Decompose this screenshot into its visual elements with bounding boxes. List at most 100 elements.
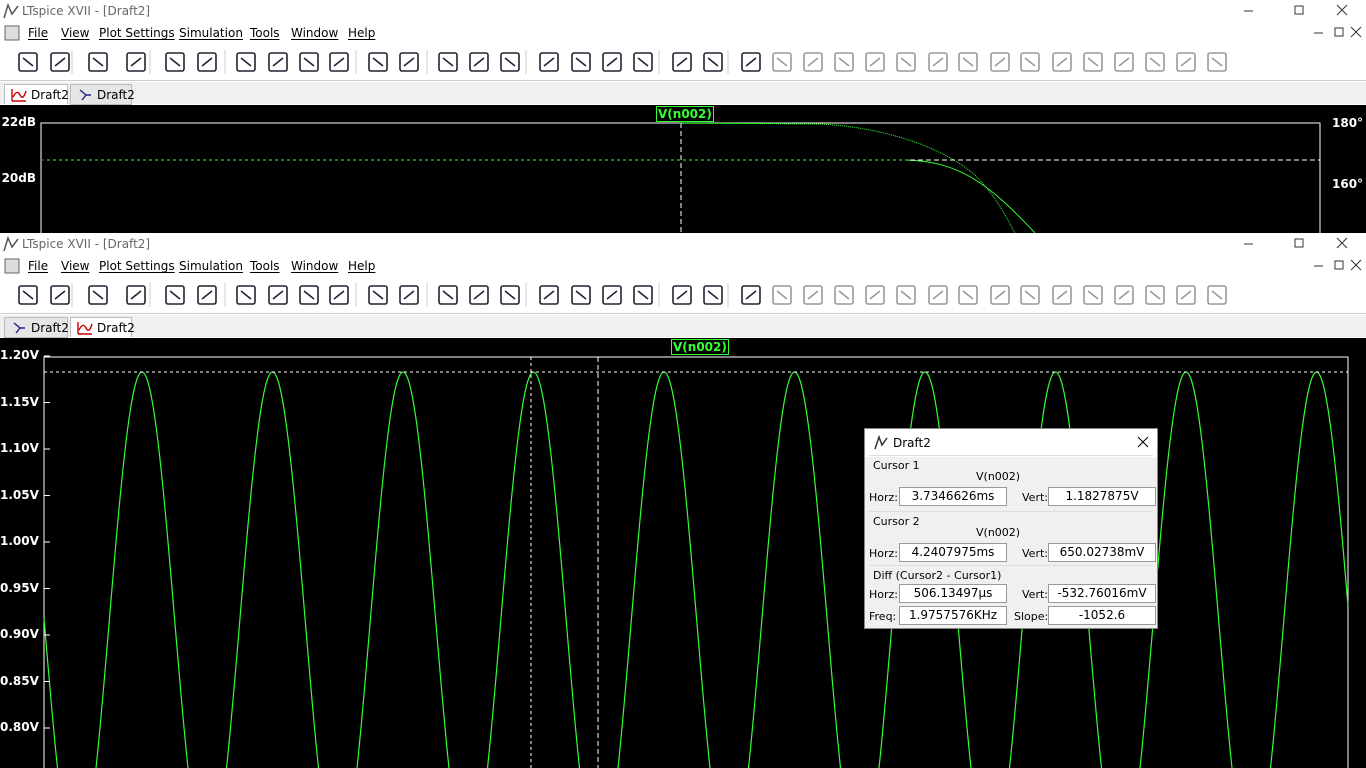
toolbar-button[interactable] — [88, 52, 108, 72]
menu-item[interactable]: Simulation — [179, 259, 243, 273]
toolbar-button[interactable] — [928, 285, 948, 305]
close-button[interactable] — [1336, 4, 1348, 16]
toolbar-button[interactable] — [329, 52, 349, 72]
menu-item[interactable]: Plot Settings — [99, 259, 175, 273]
toolbar-button[interactable] — [1176, 52, 1196, 72]
toolbar-button[interactable] — [438, 285, 458, 305]
toolbar-button[interactable] — [928, 52, 948, 72]
toolbar-button[interactable] — [165, 52, 185, 72]
maximize-button[interactable] — [1294, 238, 1304, 248]
toolbar-button[interactable] — [539, 52, 559, 72]
toolbar-button[interactable] — [772, 285, 792, 305]
toolbar-button[interactable] — [602, 52, 622, 72]
toolbar-button[interactable] — [958, 285, 978, 305]
menu-item[interactable]: Plot Settings — [99, 26, 175, 40]
toolbar-button[interactable] — [896, 285, 916, 305]
toolbar-button[interactable] — [1052, 285, 1072, 305]
maximize-button[interactable] — [1334, 260, 1344, 270]
toolbar-button[interactable] — [672, 52, 692, 72]
maximize-button[interactable] — [1334, 27, 1344, 37]
toolbar-button[interactable] — [958, 52, 978, 72]
dialog-close[interactable] — [1137, 436, 1149, 448]
toolbar-button[interactable] — [126, 52, 146, 72]
menu-item[interactable]: Tools — [250, 26, 280, 40]
toolbar-button[interactable] — [703, 285, 723, 305]
toolbar-button[interactable] — [268, 285, 288, 305]
toolbar-button[interactable] — [197, 285, 217, 305]
toolbar-button[interactable] — [990, 285, 1010, 305]
menu-item[interactable]: Help — [348, 259, 376, 273]
toolbar-button[interactable] — [500, 52, 520, 72]
toolbar-button[interactable] — [126, 285, 146, 305]
toolbar-button[interactable] — [329, 285, 349, 305]
toolbar-button[interactable] — [539, 285, 559, 305]
toolbar-button[interactable] — [1083, 52, 1103, 72]
toolbar-button[interactable] — [1145, 52, 1165, 72]
toolbar-button[interactable] — [633, 52, 653, 72]
menu-item[interactable]: Help — [348, 26, 376, 40]
toolbar-button[interactable] — [88, 285, 108, 305]
menu-item[interactable]: View — [61, 26, 90, 40]
toolbar-button[interactable] — [368, 52, 388, 72]
toolbar-button[interactable] — [1145, 285, 1165, 305]
toolbar-button[interactable] — [1176, 285, 1196, 305]
toolbar-button[interactable] — [990, 52, 1010, 72]
toolbar-button[interactable] — [571, 52, 591, 72]
close-button[interactable] — [1336, 237, 1348, 249]
menu-item[interactable]: Simulation — [179, 26, 243, 40]
toolbar-button[interactable] — [865, 285, 885, 305]
toolbar-button[interactable] — [299, 52, 319, 72]
toolbar-button[interactable] — [1052, 52, 1072, 72]
menu-item[interactable]: File — [28, 26, 49, 40]
toolbar-button[interactable] — [236, 52, 256, 72]
close-button[interactable] — [1350, 26, 1362, 38]
toolbar-button[interactable] — [368, 285, 388, 305]
tab[interactable]: Draft2 — [70, 84, 135, 105]
toolbar-button[interactable] — [1020, 285, 1040, 305]
toolbar-button[interactable] — [500, 285, 520, 305]
toolbar-button[interactable] — [703, 52, 723, 72]
toolbar-button[interactable] — [602, 285, 622, 305]
menu-item[interactable]: Window — [291, 259, 339, 273]
menu-item[interactable]: Window — [291, 26, 339, 40]
toolbar-button[interactable] — [672, 285, 692, 305]
menu-item[interactable]: View — [61, 259, 90, 273]
toolbar-button[interactable] — [299, 285, 319, 305]
toolbar-button[interactable] — [399, 52, 419, 72]
toolbar-button[interactable] — [1207, 52, 1227, 72]
toolbar-button[interactable] — [834, 52, 854, 72]
toolbar-button[interactable] — [1114, 52, 1134, 72]
menu-item[interactable]: Tools — [250, 259, 280, 273]
toolbar-button[interactable] — [741, 52, 761, 72]
toolbar-button[interactable] — [896, 52, 916, 72]
close-button[interactable] — [1350, 259, 1362, 271]
toolbar-button[interactable] — [469, 52, 489, 72]
toolbar-button[interactable] — [18, 52, 38, 72]
tab[interactable]: Draft2 — [4, 84, 69, 104]
toolbar-button[interactable] — [268, 52, 288, 72]
toolbar-button[interactable] — [803, 285, 823, 305]
menu-item[interactable]: File — [28, 259, 49, 273]
toolbar-button[interactable] — [50, 285, 70, 305]
toolbar-button[interactable] — [741, 285, 761, 305]
toolbar-button[interactable] — [469, 285, 489, 305]
toolbar-button[interactable] — [197, 52, 217, 72]
toolbar-button[interactable] — [1020, 52, 1040, 72]
toolbar-button[interactable] — [865, 52, 885, 72]
toolbar-button[interactable] — [165, 285, 185, 305]
maximize-button[interactable] — [1294, 5, 1304, 15]
toolbar-button[interactable] — [438, 52, 458, 72]
toolbar-button[interactable] — [399, 285, 419, 305]
tab[interactable]: Draft2 — [70, 317, 135, 337]
toolbar-button[interactable] — [803, 52, 823, 72]
toolbar-button[interactable] — [772, 52, 792, 72]
toolbar-button[interactable] — [834, 285, 854, 305]
toolbar-button[interactable] — [236, 285, 256, 305]
tab[interactable]: Draft2 — [4, 317, 69, 338]
toolbar-button[interactable] — [18, 285, 38, 305]
toolbar-button[interactable] — [50, 52, 70, 72]
toolbar-button[interactable] — [633, 285, 653, 305]
toolbar-button[interactable] — [1114, 285, 1134, 305]
toolbar-button[interactable] — [571, 285, 591, 305]
toolbar-button[interactable] — [1207, 285, 1227, 305]
